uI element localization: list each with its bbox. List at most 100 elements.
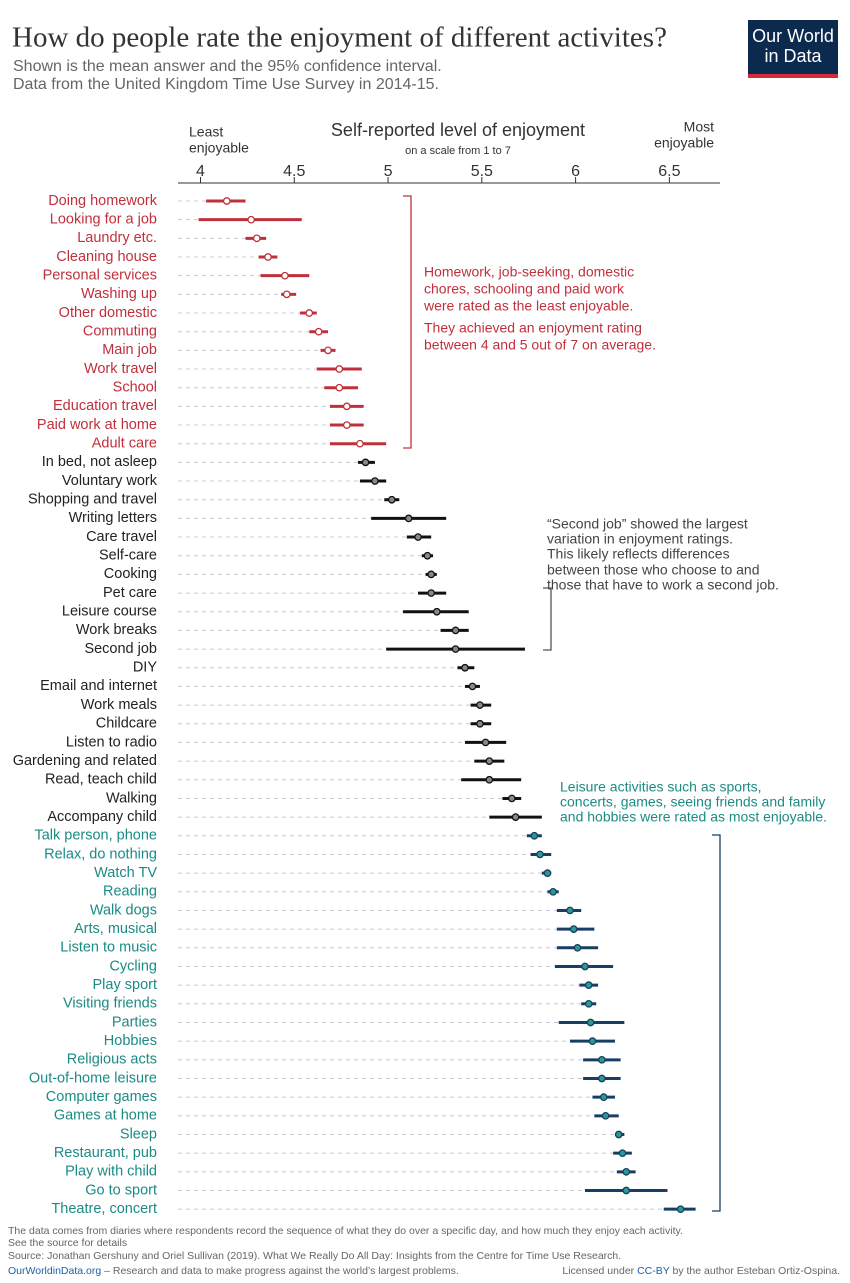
tagline: – Research and data to make progress aga… <box>101 1265 459 1277</box>
mean-dot <box>622 1167 631 1176</box>
row-label: Parties <box>112 1014 157 1030</box>
annotation: chores, schooling and paid work <box>424 281 625 297</box>
row-label: Paid work at home <box>37 417 157 433</box>
axis-note: enjoyable <box>654 135 714 151</box>
annotation: concerts, games, seeing friends and fami… <box>560 794 825 810</box>
mean-dot <box>335 383 344 392</box>
row-label: Listen to music <box>60 940 157 956</box>
logo-stripe <box>748 74 838 78</box>
mean-dot <box>451 645 460 653</box>
mean-dot <box>427 589 436 597</box>
mean-dot <box>586 1018 595 1027</box>
row-label: DIY <box>133 660 158 676</box>
mean-dot <box>530 831 539 840</box>
footer-note: The data comes from diaries where respon… <box>8 1225 683 1237</box>
x-tick-label: 4 <box>196 163 205 180</box>
row-label: Writing letters <box>69 510 157 526</box>
mean-dot <box>581 962 589 971</box>
row-label: Leisure course <box>62 604 157 620</box>
mean-dot <box>252 234 261 243</box>
row-label: Walking <box>106 790 157 806</box>
annotation: “Second job” showed the largest <box>547 516 748 532</box>
row-label: Reading <box>103 884 157 900</box>
row-label: Watch TV <box>94 865 157 881</box>
x-axis-label: Self-reported level of enjoyment <box>331 120 585 140</box>
footer-source: Source: Jonathan Gershuny and Oriel Sull… <box>8 1250 621 1262</box>
row-label: Email and internet <box>40 678 157 694</box>
logo-text: Our World <box>752 26 834 46</box>
mean-dot <box>584 981 593 989</box>
mean-dot <box>597 1074 606 1083</box>
mean-dot <box>622 1186 631 1195</box>
row-label: Sleep <box>120 1126 157 1142</box>
mean-dot <box>476 719 484 728</box>
row-label: Arts, musical <box>74 921 157 937</box>
mean-dot <box>387 495 396 504</box>
mean-dot <box>264 253 272 261</box>
x-tick-label: 5.5 <box>471 163 493 180</box>
mean-dot <box>536 850 544 859</box>
row-label: Go to sport <box>85 1182 157 1198</box>
row-label: Main job <box>102 342 157 358</box>
row-label: Washing up <box>81 286 157 302</box>
mean-dot <box>507 794 516 803</box>
row-label: Read, teach child <box>45 772 157 788</box>
row-label: Care travel <box>86 529 157 545</box>
row-label: Hobbies <box>104 1033 157 1049</box>
license-text: Licensed under <box>562 1265 637 1277</box>
annotation: Leisure activities such as sports, <box>560 779 762 795</box>
mean-dot <box>423 551 432 560</box>
row-label: Cycling <box>109 958 157 974</box>
row-label: Adult care <box>92 436 157 452</box>
row-label: Pet care <box>103 585 157 601</box>
mean-dot <box>468 682 477 691</box>
mean-dot <box>614 1130 623 1139</box>
row-label: Computer games <box>46 1089 157 1105</box>
row-label: Second job <box>84 641 157 657</box>
axis-note: enjoyable <box>189 140 249 156</box>
annotation: were rated as the least enjoyable. <box>423 298 633 314</box>
row-label: Laundry etc. <box>77 230 157 246</box>
bracket <box>543 587 552 651</box>
row-label: Childcare <box>96 716 157 732</box>
mean-dot <box>485 757 494 765</box>
axis-note: Most <box>684 119 714 135</box>
row-label: Visiting friends <box>63 996 157 1012</box>
license-text: by the author Esteban Ortiz-Ospina. <box>670 1265 840 1277</box>
x-tick-label: 6.5 <box>658 163 680 180</box>
chart-subtitle: Shown is the mean answer and the 95% con… <box>13 58 442 75</box>
row-label: School <box>113 380 157 396</box>
row-label: Accompany child <box>47 809 157 825</box>
x-tick-label: 4.5 <box>283 163 305 180</box>
mean-dot <box>371 477 379 485</box>
site-link[interactable]: OurWorldinData.org <box>8 1265 101 1277</box>
mean-dot <box>361 458 370 467</box>
mean-dot <box>414 533 422 541</box>
mean-dot <box>618 1149 627 1158</box>
row-label: Listen to radio <box>66 734 157 750</box>
annotation: between 4 and 5 out of 7 on average. <box>424 337 656 353</box>
annotation: those that have to work a second job. <box>547 577 779 593</box>
x-tick-label: 5 <box>384 163 393 180</box>
mean-dot <box>222 197 231 205</box>
x-tick-label: 6 <box>571 163 580 180</box>
mean-dot <box>569 925 578 933</box>
row-label: Theatre, concert <box>51 1201 157 1217</box>
row-label: Religious acts <box>67 1052 157 1068</box>
annotation: They achieved an enjoyment rating <box>424 320 642 336</box>
mean-dot <box>305 309 314 317</box>
row-label: Cleaning house <box>56 249 157 265</box>
row-label: Education travel <box>53 398 157 414</box>
row-label: Self-care <box>99 548 157 564</box>
license-link[interactable]: CC-BY <box>637 1265 670 1277</box>
row-label: Play sport <box>93 977 157 993</box>
mean-dot <box>481 738 490 747</box>
mean-dot <box>566 906 574 915</box>
footer-site-line: OurWorldinData.org – Research and data t… <box>8 1265 459 1277</box>
mean-dot <box>324 346 332 355</box>
mean-dot <box>427 570 436 579</box>
mean-dot <box>543 869 552 877</box>
mean-dot <box>588 1037 597 1046</box>
logo-box <box>748 20 838 78</box>
